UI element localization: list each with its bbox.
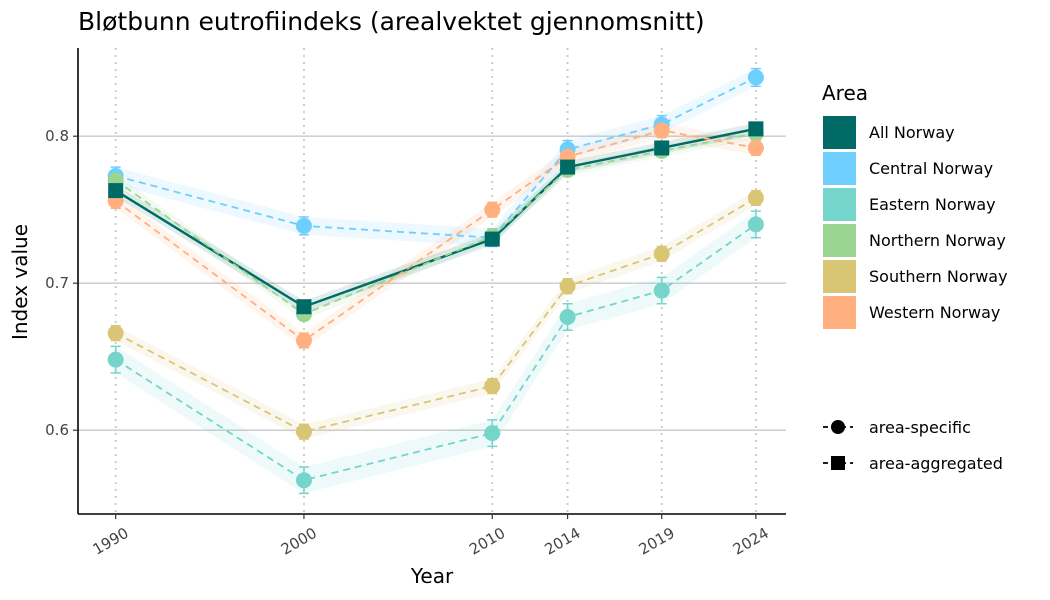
series-line-1 [115,76,757,239]
point-0-5 [748,121,764,137]
shape-legend-marker-1 [831,456,845,470]
legend-key-5 [823,296,856,329]
legend-label-5: Western Norway [869,303,1000,322]
axes [77,48,786,515]
data-points [107,69,764,489]
point-4-1 [295,423,312,440]
legend-label-0: All Norway [869,123,955,142]
y-axis-ticks: 0.6 0.7 0.8 [45,127,78,439]
point-1-5 [747,69,764,86]
point-5-4 [653,122,670,139]
shape-legend: area-specific area-aggregated [823,418,1003,473]
point-4-3 [559,278,576,295]
shape-legend-label-0: area-specific [869,418,971,437]
shape-legend-label-1: area-aggregated [869,454,1003,473]
point-5-1 [295,332,312,349]
point-2-4 [653,282,670,299]
series-line-2 [115,223,757,482]
x-tick-label-3: 2014 [542,524,584,559]
point-4-5 [747,189,764,206]
series-line-3 [115,132,757,316]
legend-key-2 [823,188,856,221]
legend-label-4: Southern Norway [869,267,1008,286]
series-lines [115,76,757,482]
point-0-0 [108,183,124,199]
chart-title: Bløtbunn eutrofiindeks (arealvektet gjen… [78,7,705,36]
y-tick-label-1: 0.7 [45,274,69,292]
series-line-5 [115,129,757,342]
point-2-0 [107,351,124,368]
point-2-3 [559,309,576,326]
shape-legend-marker-0 [831,420,845,434]
legend-key-4 [823,260,856,293]
point-5-5 [747,139,764,156]
x-tick-label-1: 2000 [278,524,320,559]
point-4-4 [653,245,670,262]
point-0-1 [296,299,312,315]
series-line-4 [115,197,757,433]
point-5-2 [484,201,501,218]
y-axis-title: Index value [8,224,32,340]
x-tick-label-5: 2024 [730,524,772,559]
y-tick-label-2: 0.8 [45,127,69,145]
legend-label-1: Central Norway [869,159,993,178]
point-2-1 [295,472,312,489]
point-0-4 [654,140,670,156]
point-0-2 [484,231,500,247]
point-0-3 [560,159,576,175]
legend-key-3 [823,224,856,257]
legend-key-1 [823,152,856,185]
point-4-2 [484,378,501,395]
x-tick-label-4: 2019 [636,524,678,559]
x-tick-label-2: 2010 [466,524,508,559]
point-2-2 [484,425,501,442]
legend: Area All Norway Central Norway Eastern Nor… [822,81,1008,329]
legend-title: Area [822,81,868,105]
legend-label-2: Eastern Norway [869,195,996,214]
legend-key-0 [823,116,856,149]
legend-label-3: Northern Norway [869,231,1006,250]
point-2-5 [747,216,764,233]
band-3 [115,127,756,320]
y-tick-label-0: 0.6 [45,421,69,439]
band-2 [115,211,756,494]
x-axis-ticks: 1990 2000 2010 2014 2019 2024 [90,514,772,559]
x-axis-title: Year [410,564,454,588]
point-1-1 [295,217,312,234]
point-4-0 [107,325,124,342]
x-tick-label-0: 1990 [90,524,132,559]
